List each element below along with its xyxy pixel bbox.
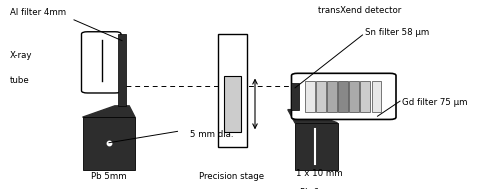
- Bar: [372, 81, 382, 112]
- Text: tube: tube: [10, 76, 30, 85]
- Bar: [327, 81, 337, 112]
- Bar: [360, 81, 370, 112]
- FancyBboxPatch shape: [82, 32, 121, 93]
- Text: Sn filter 58 μm: Sn filter 58 μm: [365, 28, 429, 37]
- Text: transXend detector: transXend detector: [318, 6, 402, 15]
- Text: 5 mm dia.: 5 mm dia.: [190, 130, 234, 139]
- Bar: [305, 81, 314, 112]
- Text: Al filter 4mm: Al filter 4mm: [10, 8, 66, 17]
- Text: Pb 5mm: Pb 5mm: [91, 172, 127, 181]
- FancyBboxPatch shape: [292, 73, 396, 119]
- Bar: [224, 76, 240, 132]
- Bar: [295, 123, 338, 170]
- Text: X-ray: X-ray: [10, 51, 32, 60]
- Text: Gd filter 75 μm: Gd filter 75 μm: [402, 98, 468, 107]
- Bar: [338, 81, 348, 112]
- Text: Pb 6 mm: Pb 6 mm: [300, 187, 338, 189]
- Text: 1 x 10 mm: 1 x 10 mm: [296, 169, 343, 178]
- Bar: [118, 34, 126, 106]
- Polygon shape: [288, 110, 338, 123]
- Bar: [316, 81, 326, 112]
- Bar: [82, 117, 135, 170]
- Bar: [218, 34, 246, 147]
- Polygon shape: [82, 106, 135, 117]
- Text: Precision stage: Precision stage: [200, 172, 264, 181]
- Bar: [350, 81, 359, 112]
- Bar: [291, 83, 299, 110]
